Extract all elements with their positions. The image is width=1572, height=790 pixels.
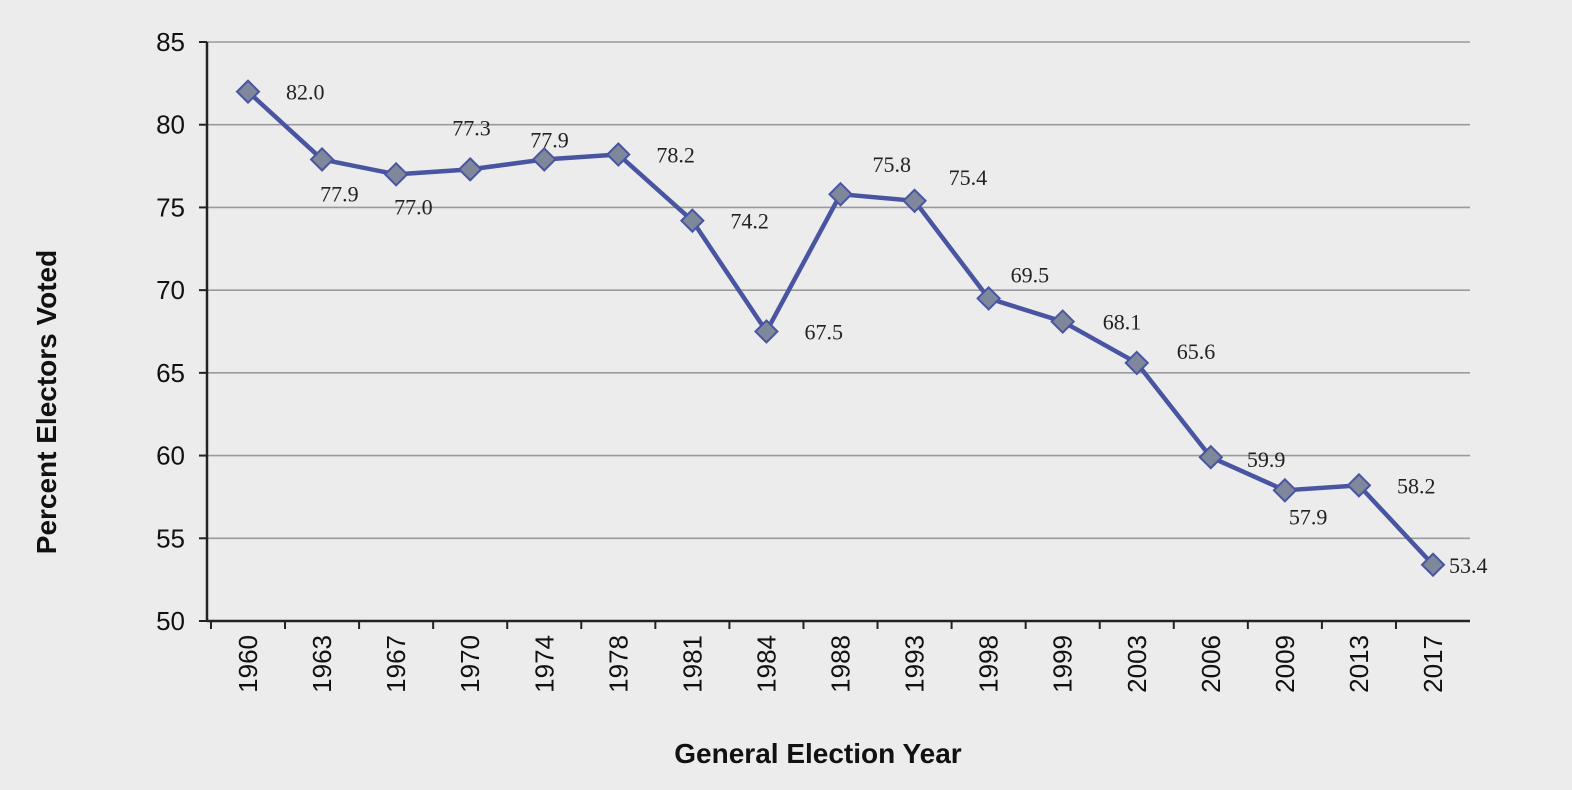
data-label: 78.2: [656, 142, 695, 167]
data-point-marker: [902, 188, 927, 214]
data-point-marker: [754, 319, 779, 344]
y-tick-label: 80: [156, 110, 185, 140]
data-point-marker: [1420, 552, 1446, 578]
data-point-marker: [531, 147, 557, 172]
data-label: 69.5: [1011, 262, 1050, 287]
y-tick-label: 85: [156, 27, 185, 57]
data-point-marker: [383, 161, 409, 187]
y-tick-label: 75: [156, 192, 185, 222]
data-label: 53.4: [1449, 553, 1488, 578]
data-point-marker: [235, 79, 261, 105]
data-point-marker: [1272, 477, 1298, 503]
x-tick-label: 2006: [1196, 635, 1226, 693]
x-axis-title: General Election Year: [674, 738, 962, 769]
x-tick-label: 1963: [307, 635, 337, 693]
x-tick-label: 2017: [1418, 635, 1448, 693]
x-tick-label: 1967: [381, 635, 411, 693]
data-label: 77.3: [452, 115, 491, 140]
x-tick-label: 1960: [233, 635, 263, 693]
x-tick-label: 2013: [1344, 635, 1374, 693]
data-label: 74.2: [730, 209, 769, 234]
data-point-marker: [1124, 350, 1150, 376]
x-tick-label: 1993: [900, 635, 930, 693]
data-label: 77.9: [320, 181, 359, 206]
data-labels: 82.0 77.9 77.0 77.3 77.9 78.2 74.2 67.5 75.8 75.4…: [286, 80, 1488, 578]
data-point-marker: [309, 147, 335, 172]
x-tick-label: 1998: [974, 635, 1004, 693]
x-tick-label: 1974: [529, 635, 559, 693]
data-label: 75.8: [873, 152, 912, 177]
data-label: 75.4: [949, 165, 988, 190]
data-point-marker: [976, 286, 1002, 311]
data-point-marker: [1050, 309, 1076, 334]
y-tick-label: 70: [156, 275, 185, 305]
y-tick-label: 65: [156, 358, 185, 388]
data-label: 67.5: [804, 320, 843, 345]
data-point-marker: [679, 208, 705, 234]
data-label: 68.1: [1103, 310, 1142, 335]
data-point-marker: [1346, 472, 1372, 498]
data-point-marker: [828, 181, 853, 207]
data-label: 58.2: [1397, 473, 1436, 498]
data-point-marker: [457, 156, 483, 182]
data-label: 59.9: [1247, 447, 1286, 472]
x-tick-label: 1984: [751, 635, 781, 693]
data-label: 82.0: [286, 80, 325, 105]
x-tick-label: 1988: [826, 635, 856, 693]
data-label: 65.6: [1177, 339, 1216, 364]
y-axis-title: Percent Electors Voted: [31, 250, 62, 554]
gridlines: [207, 41, 1470, 540]
data-label: 77.0: [394, 194, 433, 219]
y-tick-label: 55: [156, 523, 185, 553]
y-tick-label: 50: [156, 606, 185, 636]
axes: 50 55 60 65 70 75 80 85 1960 1963 1967 1970 1974 1978…: [156, 27, 1470, 693]
x-tick-label: 2009: [1270, 635, 1300, 693]
x-tick-label: 1970: [455, 635, 485, 693]
x-tick-label: 1981: [677, 635, 707, 693]
data-label: 77.9: [530, 127, 569, 152]
data-label: 57.9: [1289, 504, 1328, 529]
x-tick-label: 2003: [1122, 635, 1152, 693]
data-point-marker: [1198, 444, 1224, 470]
x-tick-label: 1999: [1048, 635, 1078, 693]
data-series: [235, 79, 1446, 578]
y-tick-label: 60: [156, 441, 185, 471]
data-point-marker: [605, 142, 631, 167]
x-tick-label: 1978: [603, 635, 633, 693]
